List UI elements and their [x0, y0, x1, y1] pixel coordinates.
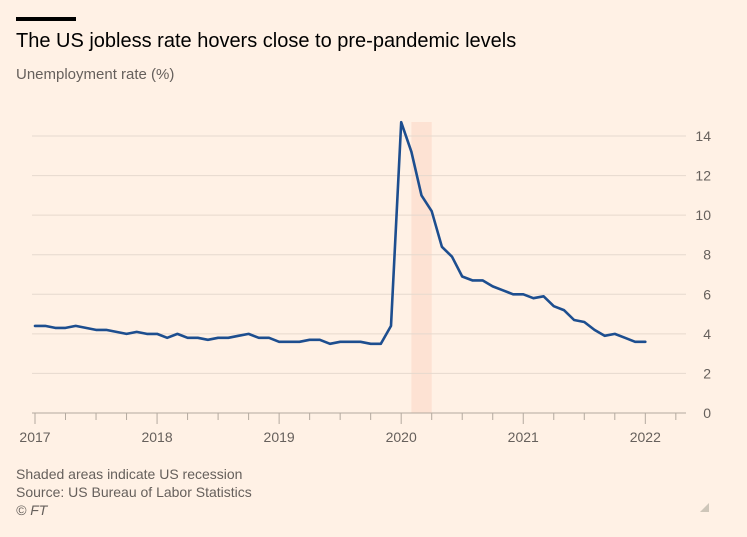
y-tick-label: 14 — [695, 128, 711, 144]
source-note: Source: US Bureau of Labor Statistics — [16, 484, 252, 500]
y-tick-label: 2 — [703, 365, 711, 381]
ft-credit: © FT — [16, 502, 48, 518]
y-tick-label: 0 — [703, 405, 711, 421]
x-tick-label: 2017 — [19, 429, 50, 445]
recession-note: Shaded areas indicate US recession — [16, 466, 243, 482]
chart-subtitle: Unemployment rate (%) — [16, 66, 175, 83]
chart-title: The US jobless rate hovers close to pre-… — [16, 30, 517, 52]
x-tick-label: 2022 — [630, 429, 661, 445]
x-tick-label: 2020 — [386, 429, 417, 445]
x-tick-label: 2019 — [264, 429, 295, 445]
y-tick-label: 8 — [703, 247, 711, 263]
unemployment-rate-line — [33, 120, 647, 346]
y-tick-label: 4 — [703, 326, 711, 342]
resize-handle-icon — [700, 503, 709, 512]
y-tick-label: 6 — [703, 286, 711, 302]
recession-band — [411, 122, 432, 413]
y-tick-label: 12 — [695, 168, 711, 184]
y-tick-label: 10 — [695, 207, 711, 223]
x-tick-label: 2021 — [508, 429, 539, 445]
title-accent-bar — [16, 17, 76, 21]
x-tick-label: 2018 — [141, 429, 172, 445]
